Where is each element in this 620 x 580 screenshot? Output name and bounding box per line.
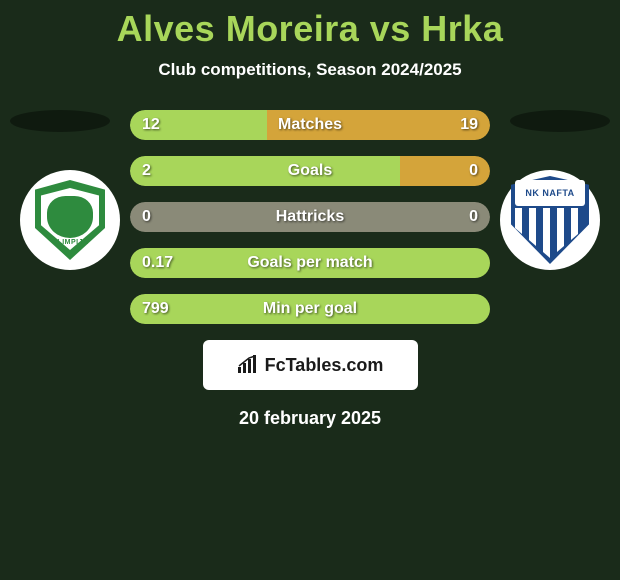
- club-logo-left[interactable]: OLIMPIJA: [20, 170, 120, 270]
- stat-rows-container: 1219Matches 20Goals 00Hattricks 0.17Goals p…: [130, 110, 490, 324]
- page-subtitle: Club competitions, Season 2024/2025: [0, 60, 620, 80]
- stat-row: 1219Matches: [130, 110, 490, 140]
- header: Alves Moreira vs Hrka Club competitions,…: [0, 0, 620, 80]
- stat-label: Min per goal: [130, 300, 490, 318]
- stat-label: Goals: [130, 162, 490, 180]
- shadow-left: [10, 110, 110, 132]
- olimpija-label: OLIMPIJA: [35, 239, 105, 246]
- olimpija-crest-icon: OLIMPIJA: [35, 180, 105, 260]
- stat-label: Hattricks: [130, 208, 490, 226]
- comparison-area: OLIMPIJA NK NAFTA 1219Matches 20Goals 00Ha…: [0, 110, 620, 429]
- footer-date: 20 february 2025: [0, 408, 620, 429]
- nafta-crest-icon: NK NAFTA: [511, 176, 589, 264]
- stat-row: 00Hattricks: [130, 202, 490, 232]
- shadow-right: [510, 110, 610, 132]
- stat-row: 0.17Goals per match: [130, 248, 490, 278]
- stat-label: Matches: [130, 116, 490, 134]
- chart-icon: [237, 355, 259, 375]
- club-logo-right[interactable]: NK NAFTA: [500, 170, 600, 270]
- stat-label: Goals per match: [130, 254, 490, 272]
- stat-row: 799Min per goal: [130, 294, 490, 324]
- brand-footer[interactable]: FcTables.com: [203, 340, 418, 390]
- brand-text: FcTables.com: [265, 355, 384, 376]
- nafta-label: NK NAFTA: [515, 180, 585, 206]
- page-title: Alves Moreira vs Hrka: [0, 8, 620, 50]
- stat-row: 20Goals: [130, 156, 490, 186]
